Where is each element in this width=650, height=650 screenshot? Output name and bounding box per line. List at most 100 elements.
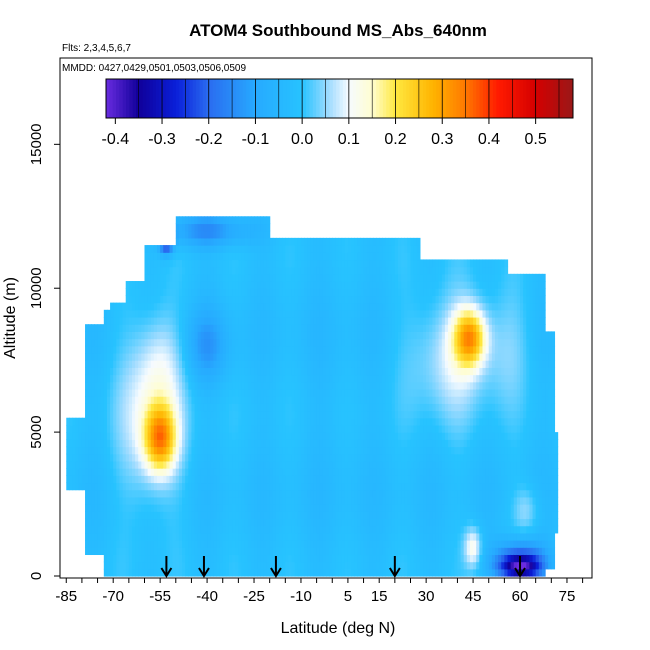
heatmap-cell: [113, 561, 117, 570]
heatmap-cell: [266, 439, 271, 448]
heatmap-cell: [228, 345, 233, 354]
heatmap-cell: [316, 388, 321, 397]
heatmap-cell: [182, 525, 186, 534]
heatmap-cell: [388, 403, 393, 412]
heatmap-cell: [157, 403, 161, 412]
heatmap-cell: [119, 432, 124, 440]
heatmap-cell: [213, 403, 218, 412]
heatmap-cell: [369, 288, 374, 297]
heatmap-cell: [272, 417, 277, 426]
heatmap-cell: [100, 453, 105, 462]
heatmap-cell: [141, 453, 146, 462]
heatmap-cell: [207, 439, 211, 448]
heatmap-cell: [244, 317, 249, 325]
heatmap-cell: [300, 439, 305, 448]
heatmap-cell: [322, 532, 327, 541]
heatmap-cell: [247, 468, 252, 476]
heatmap-cell: [275, 446, 280, 455]
heatmap-cell: [194, 374, 199, 383]
heatmap-cell: [166, 540, 171, 548]
heatmap-cell: [213, 424, 218, 433]
heatmap-cell: [379, 496, 383, 505]
heatmap-cell: [203, 295, 208, 304]
heatmap-cell: [266, 424, 271, 433]
heatmap-cell: [110, 388, 114, 397]
heatmap-cell: [200, 352, 205, 361]
heatmap-cell: [141, 468, 146, 476]
heatmap-cell: [366, 352, 371, 361]
heatmap-cell: [106, 540, 111, 548]
heatmap-cell: [260, 360, 265, 368]
heatmap-cell: [207, 352, 211, 361]
heatmap-cell: [197, 518, 202, 527]
heatmap-cell: [103, 460, 108, 469]
heatmap-cell: [347, 424, 352, 433]
heatmap-cell: [300, 432, 305, 440]
heatmap-cell: [113, 338, 117, 347]
heatmap-cell: [254, 259, 258, 268]
heatmap-cell: [269, 496, 274, 505]
heatmap-cell: [385, 345, 390, 354]
heatmap-cell: [338, 381, 343, 390]
heatmap-cell: [366, 561, 371, 570]
heatmap-cell: [366, 424, 371, 433]
heatmap-cell: [297, 309, 302, 318]
heatmap-cell: [332, 540, 336, 548]
heatmap-cell: [106, 504, 111, 512]
heatmap-cell: [203, 324, 208, 332]
heatmap-cell: [282, 554, 286, 563]
heatmap-cell: [397, 496, 402, 505]
heatmap-cell: [279, 281, 283, 289]
heatmap-cell: [294, 245, 299, 253]
heatmap-cell: [304, 396, 308, 404]
heatmap-cell: [213, 338, 218, 347]
heatmap-cell: [416, 259, 421, 268]
heatmap-cell: [263, 424, 268, 433]
heatmap-cell: [372, 417, 377, 426]
heatmap-cell: [316, 489, 321, 498]
heatmap-cell: [128, 432, 133, 440]
heatmap-cell: [75, 482, 80, 491]
heatmap-cell: [207, 446, 211, 455]
heatmap-cell: [279, 345, 283, 354]
heatmap-cell: [288, 496, 293, 505]
heatmap-cell: [397, 439, 402, 448]
heatmap-cell: [91, 511, 96, 520]
heatmap-cell: [197, 432, 202, 440]
heatmap-cell: [266, 403, 271, 412]
heatmap-cell: [141, 432, 146, 440]
heatmap-cell: [297, 324, 302, 332]
heatmap-cell: [397, 273, 402, 282]
heatmap-cell: [275, 281, 280, 289]
heatmap-cell: [250, 554, 255, 563]
heatmap-cell: [347, 317, 352, 325]
heatmap-cell: [128, 288, 133, 297]
heatmap-cell: [103, 561, 108, 570]
heatmap-cell: [157, 410, 161, 419]
heatmap-cell: [366, 475, 371, 484]
heatmap-cell: [200, 561, 205, 570]
heatmap-cell: [388, 489, 393, 498]
heatmap-cell: [300, 453, 305, 462]
heatmap-cell: [131, 482, 136, 491]
heatmap-cell: [257, 482, 261, 491]
heatmap-cell: [100, 324, 105, 332]
heatmap-cell: [85, 489, 89, 498]
heatmap-cell: [125, 309, 130, 318]
heatmap-cell: [81, 475, 86, 484]
heatmap-cell: [235, 281, 239, 289]
heatmap-cell: [300, 338, 305, 347]
heatmap-cell: [106, 460, 111, 469]
heatmap-cell: [279, 518, 283, 527]
heatmap-cell: [288, 345, 293, 354]
heatmap-cell: [135, 309, 139, 318]
heatmap-cell: [307, 252, 311, 261]
heatmap-cell: [279, 245, 283, 253]
heatmap-cell: [376, 417, 380, 426]
heatmap-cell: [338, 489, 343, 498]
heatmap-cell: [297, 367, 302, 376]
heatmap-cell: [413, 374, 418, 383]
heatmap-cell: [225, 360, 230, 368]
heatmap-cell: [172, 295, 177, 304]
heatmap-cell: [397, 302, 402, 311]
